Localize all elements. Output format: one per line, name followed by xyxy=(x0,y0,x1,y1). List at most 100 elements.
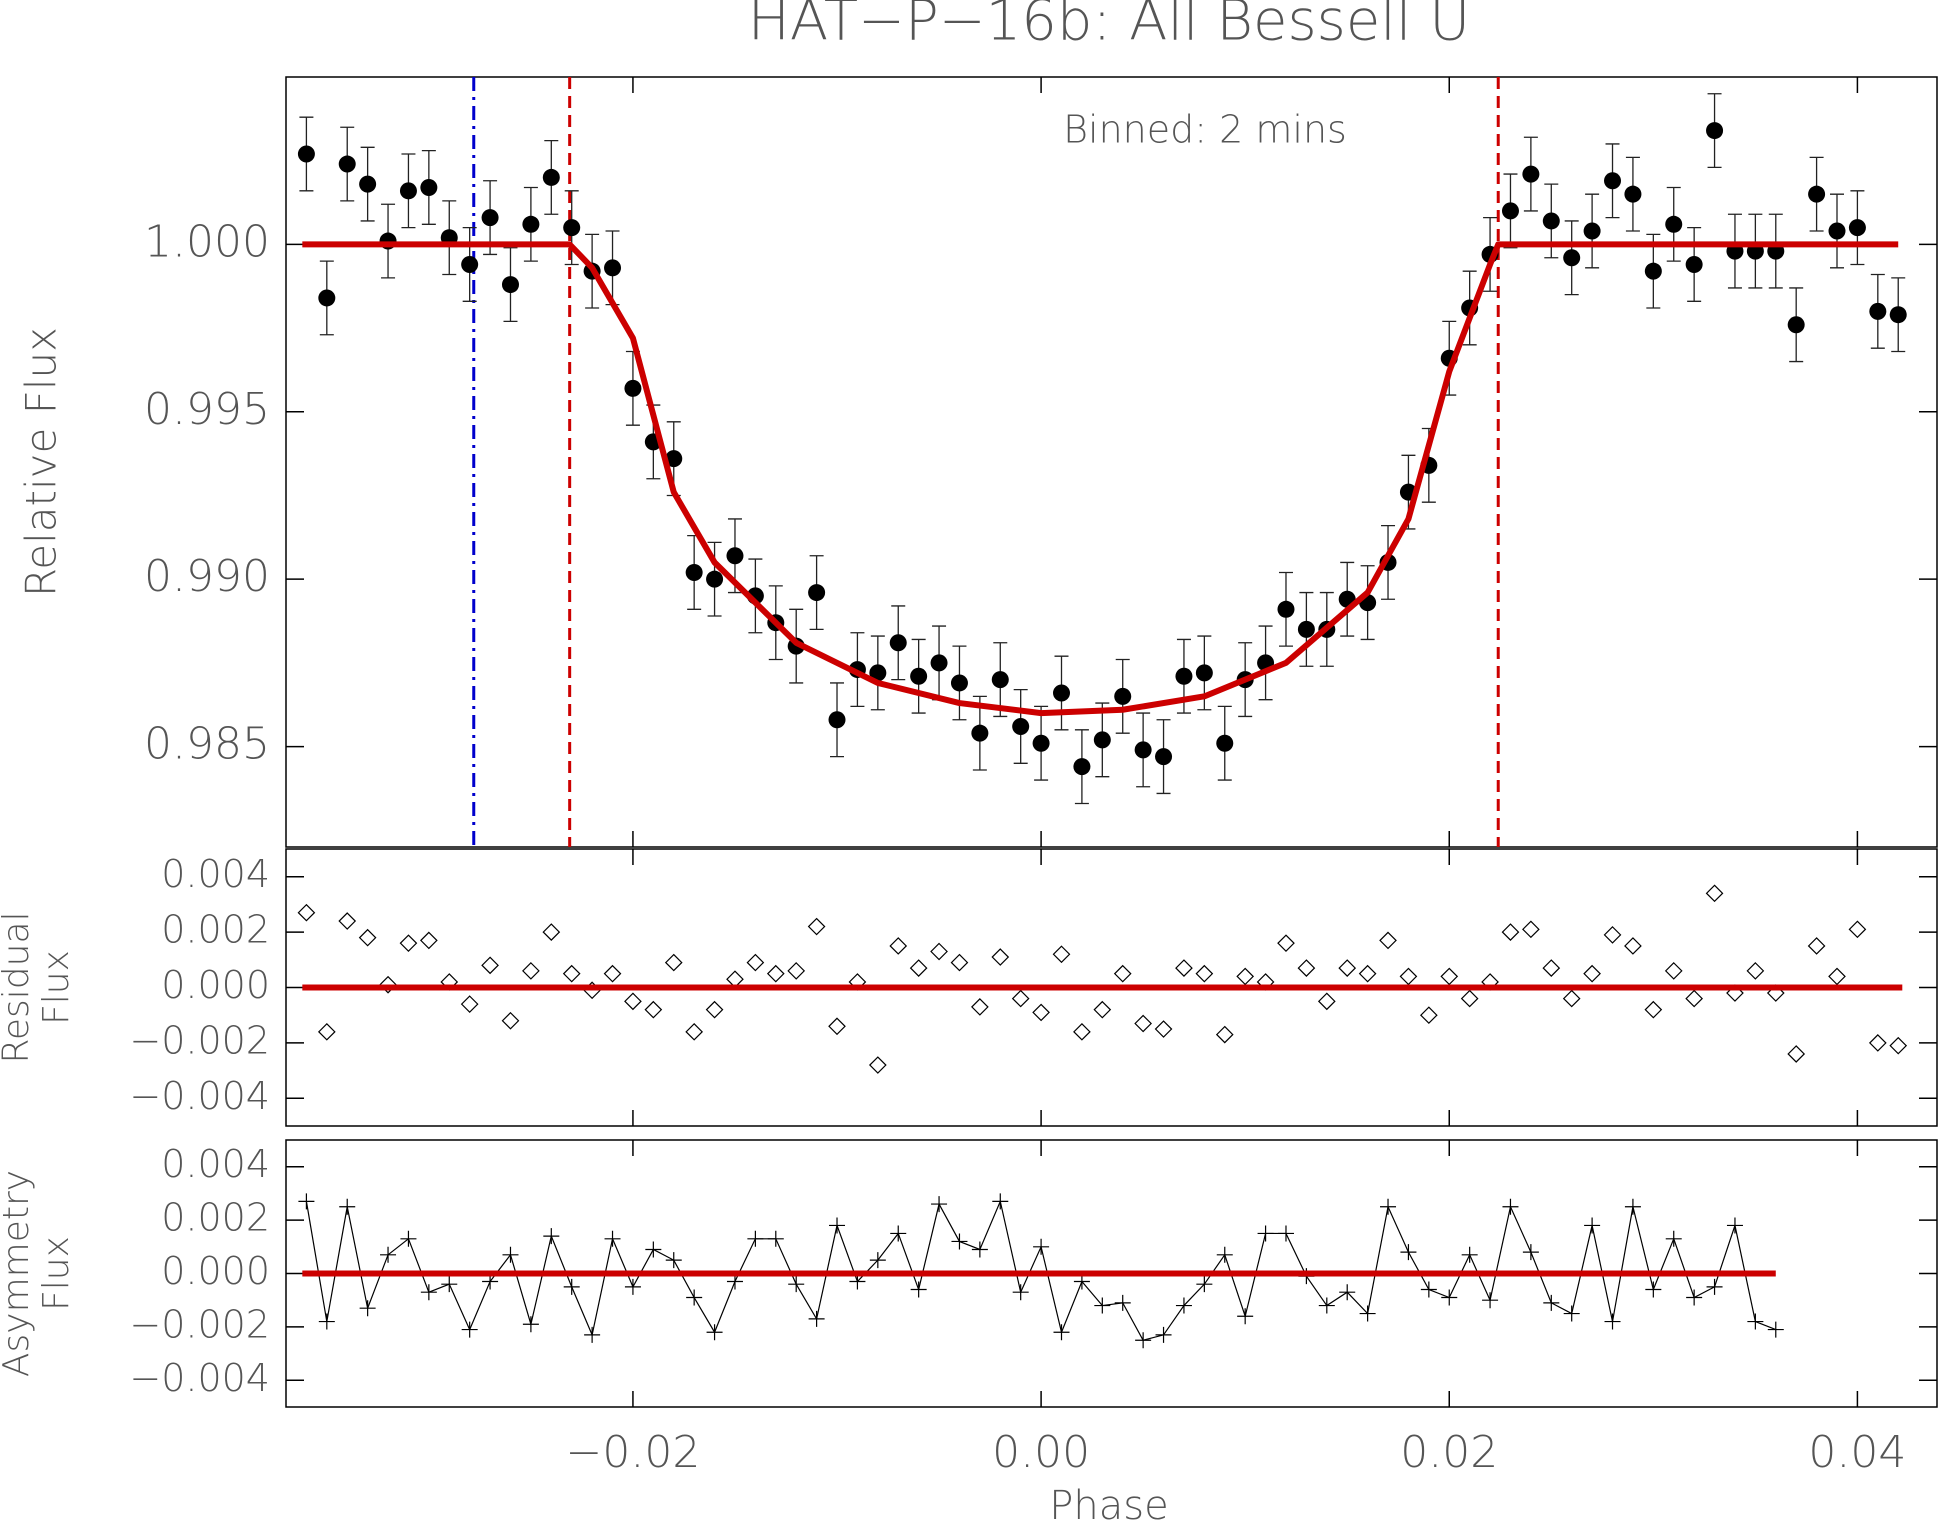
data-point xyxy=(1257,1225,1274,1242)
data-point xyxy=(318,1313,335,1330)
data-point xyxy=(726,547,744,565)
data-point xyxy=(1073,758,1091,776)
data-point xyxy=(461,1321,478,1338)
data-point xyxy=(1787,1045,1806,1063)
data-point xyxy=(1542,212,1560,230)
data-point xyxy=(686,1289,703,1306)
data-point xyxy=(1011,989,1030,1008)
data-point xyxy=(318,289,336,307)
y-tick-label: −0.004 xyxy=(129,1356,270,1400)
data-point xyxy=(991,948,1010,966)
data-point xyxy=(624,1278,641,1295)
data-point xyxy=(930,654,948,672)
data-point xyxy=(543,1228,560,1245)
data-point xyxy=(890,1225,907,1242)
data-point xyxy=(624,992,642,1011)
data-point xyxy=(1543,1294,1560,1311)
data-point xyxy=(1093,731,1111,749)
x-tick-label: 0.00 xyxy=(992,1427,1090,1478)
data-point xyxy=(379,975,397,994)
data-point xyxy=(1460,989,1479,1008)
data-point xyxy=(1419,1006,1438,1025)
chart-title: HAT−P−16b: All Bessell U xyxy=(748,0,1470,53)
data-point xyxy=(665,450,683,468)
data-point xyxy=(1624,185,1642,203)
data-point xyxy=(1808,185,1826,203)
data-point xyxy=(297,145,315,163)
data-point xyxy=(664,953,683,972)
data-point xyxy=(481,209,499,227)
data-point xyxy=(1073,1022,1091,1041)
data-point xyxy=(1706,122,1724,140)
data-point xyxy=(359,175,377,193)
data-point xyxy=(1686,1289,1703,1306)
data-point xyxy=(1297,959,1316,977)
data-point xyxy=(1012,1284,1029,1301)
data-point xyxy=(1461,1246,1478,1263)
data-point xyxy=(1380,1198,1397,1215)
data-point xyxy=(1216,1246,1233,1263)
y-axis-label: Residual xyxy=(0,911,37,1063)
data-point xyxy=(563,1278,580,1295)
data-point xyxy=(1277,1225,1294,1242)
y-tick-label: 0.002 xyxy=(161,908,270,952)
data-point xyxy=(359,1300,376,1317)
data-point xyxy=(1848,219,1866,237)
data-point xyxy=(829,1217,846,1234)
data-point xyxy=(950,674,968,692)
data-point xyxy=(502,1246,519,1263)
data-point xyxy=(808,1310,825,1327)
data-point xyxy=(1747,1313,1764,1330)
data-point xyxy=(706,570,724,588)
data-point xyxy=(1420,1281,1437,1298)
y-tick-label: 0.995 xyxy=(144,384,270,435)
x-axis-label: Phase xyxy=(1049,1483,1168,1527)
data-point xyxy=(746,953,765,972)
data-point xyxy=(1828,967,1846,986)
y-tick-label: −0.002 xyxy=(129,1302,270,1346)
y-tick-label: 0.000 xyxy=(161,963,270,1007)
data-point xyxy=(481,956,499,975)
data-point xyxy=(1644,262,1662,280)
data-point xyxy=(420,1284,437,1301)
data-point xyxy=(807,917,826,936)
data-point xyxy=(298,1193,315,1210)
data-point xyxy=(1746,962,1765,980)
y-tick-label: 0.000 xyxy=(161,1249,270,1293)
data-point xyxy=(1563,1305,1580,1322)
data-point xyxy=(1665,215,1683,233)
data-point xyxy=(1175,1297,1192,1314)
data-point xyxy=(562,964,581,983)
data-point xyxy=(339,1198,356,1215)
data-point xyxy=(1644,1000,1663,1019)
x-tick-label: 0.04 xyxy=(1808,1427,1906,1478)
data-point xyxy=(1215,1025,1234,1044)
data-point xyxy=(1848,920,1867,939)
data-point xyxy=(1114,1294,1131,1311)
data-point xyxy=(1052,945,1071,964)
data-point xyxy=(1033,1238,1050,1255)
data-point xyxy=(1522,920,1540,939)
data-point xyxy=(1583,222,1601,240)
data-point xyxy=(1584,1217,1601,1234)
data-point xyxy=(1705,884,1724,903)
data-point xyxy=(584,1326,601,1343)
data-point xyxy=(400,1230,417,1247)
data-point xyxy=(1175,959,1193,977)
data-point xyxy=(1032,734,1050,752)
data-point xyxy=(705,1000,724,1019)
data-point xyxy=(1358,964,1377,983)
y-tick-label: 0.002 xyxy=(161,1196,270,1240)
y-tick-label: 0.985 xyxy=(144,719,270,770)
data-point xyxy=(399,182,417,200)
data-point xyxy=(767,1230,784,1247)
data-point xyxy=(644,1000,663,1019)
data-point xyxy=(1175,667,1193,685)
data-point xyxy=(766,964,785,983)
data-point xyxy=(1134,741,1152,759)
data-point xyxy=(869,1252,886,1269)
data-point xyxy=(1237,1308,1254,1325)
data-point xyxy=(1318,1297,1335,1314)
data-point xyxy=(522,1316,539,1333)
data-point xyxy=(950,953,969,972)
